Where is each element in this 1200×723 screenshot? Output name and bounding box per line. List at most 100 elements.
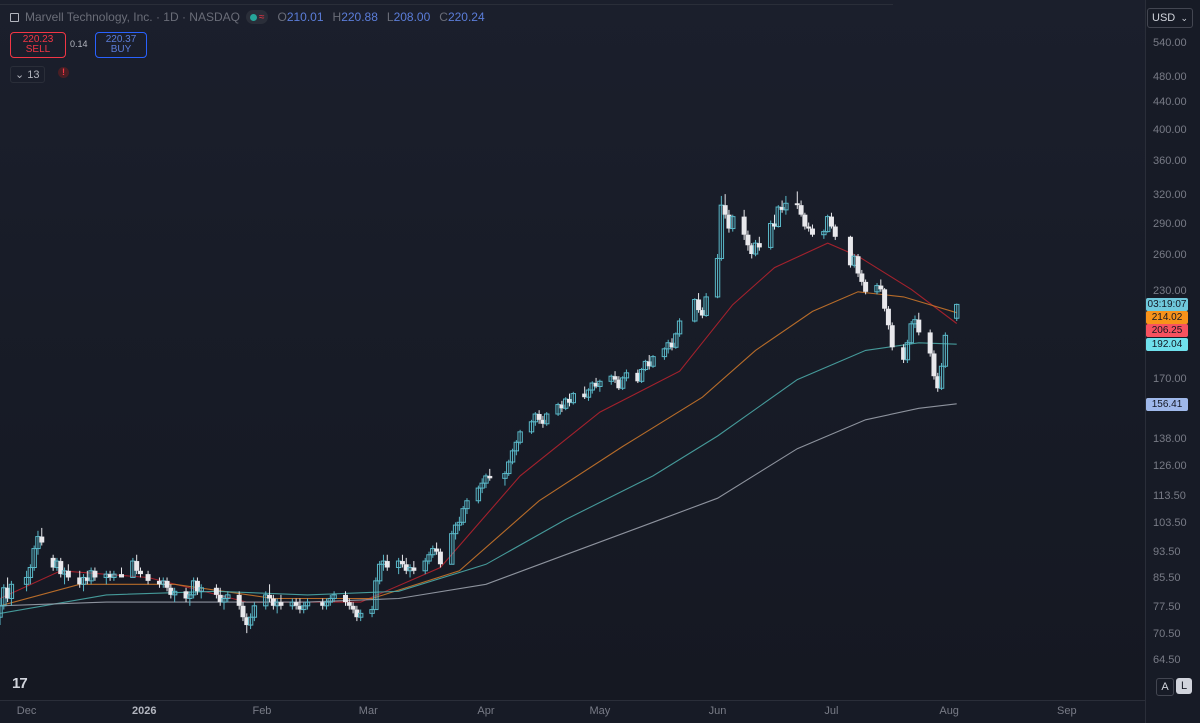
candle-body bbox=[236, 594, 242, 606]
candle-body bbox=[540, 419, 546, 424]
time-tick-label: Dec bbox=[16, 705, 37, 717]
candle-body bbox=[752, 242, 759, 255]
currency-label: USD bbox=[1152, 12, 1176, 24]
candle-body bbox=[885, 308, 891, 326]
candle-body bbox=[187, 594, 193, 599]
candle-body bbox=[50, 557, 56, 568]
candle-body bbox=[134, 561, 140, 571]
candle-body bbox=[92, 570, 98, 578]
candle-body bbox=[938, 365, 945, 389]
buy-button[interactable]: 220.37 BUY bbox=[95, 32, 147, 58]
symbol-title[interactable]: Marvell Technology, Inc. · 1D · NASDAQ bbox=[25, 10, 240, 24]
buy-price: 220.37 bbox=[105, 34, 137, 45]
candle-body bbox=[449, 533, 455, 565]
ohlc-open: O210.01 bbox=[277, 10, 324, 24]
candle-body bbox=[342, 594, 348, 603]
candle-body bbox=[661, 348, 668, 358]
candle-body bbox=[506, 461, 512, 475]
chevron-down-icon: ⌄ bbox=[1180, 12, 1188, 23]
sell-price: 220.23 bbox=[22, 34, 54, 45]
market-open-icon bbox=[249, 13, 257, 21]
candle-body bbox=[464, 500, 470, 510]
candle-body bbox=[942, 334, 949, 367]
candle-body bbox=[502, 473, 508, 479]
candle-body bbox=[528, 421, 535, 433]
candle-body bbox=[107, 574, 113, 578]
warning-icon[interactable]: ! bbox=[58, 67, 69, 78]
price-tick-label: 85.50 bbox=[1153, 572, 1181, 585]
chart-window-icon[interactable] bbox=[10, 12, 19, 22]
candle-body bbox=[745, 234, 751, 246]
candle-body bbox=[31, 548, 37, 569]
price-tick-label: 126.00 bbox=[1153, 459, 1187, 472]
candle-body bbox=[84, 577, 90, 581]
candle-body bbox=[350, 605, 356, 610]
candle-body bbox=[399, 561, 405, 565]
candle-body bbox=[536, 414, 542, 420]
candle-body bbox=[111, 573, 117, 578]
price-axis-label: 214.02 bbox=[1146, 311, 1188, 325]
candle-body bbox=[156, 580, 162, 585]
candle-body bbox=[475, 487, 482, 502]
candle-body bbox=[217, 594, 223, 603]
time-tick-label: May bbox=[589, 705, 611, 717]
candle-body bbox=[422, 560, 428, 572]
candle-body bbox=[35, 536, 41, 550]
candle-body bbox=[859, 273, 865, 282]
candle-body bbox=[331, 594, 337, 599]
candle-body bbox=[798, 205, 804, 215]
candle-body bbox=[699, 310, 705, 316]
price-tick-label: 440.00 bbox=[1153, 96, 1187, 109]
candle-body bbox=[714, 257, 721, 298]
candle-body bbox=[555, 404, 561, 415]
indicators-toggle[interactable]: ⌄ 13 bbox=[10, 66, 45, 83]
candle-body bbox=[589, 382, 595, 391]
candle-body bbox=[772, 223, 778, 227]
price-tick-label: 260.00 bbox=[1153, 249, 1187, 262]
time-tick-label: Jun bbox=[708, 705, 727, 717]
tradingview-logo[interactable]: 17 bbox=[12, 675, 28, 692]
candle-body bbox=[676, 320, 683, 335]
candle-body bbox=[403, 564, 409, 571]
time-tick-label: Aug bbox=[939, 705, 959, 717]
candle-body bbox=[566, 399, 572, 403]
candle-body bbox=[65, 570, 71, 578]
candle-body bbox=[426, 554, 432, 562]
chart-plot-area[interactable] bbox=[0, 0, 1145, 700]
candle-body bbox=[251, 605, 258, 618]
candle-body bbox=[183, 591, 189, 599]
candle-body bbox=[847, 236, 853, 266]
candle-body bbox=[623, 372, 630, 379]
candle-body bbox=[855, 256, 861, 274]
buy-label: BUY bbox=[110, 44, 132, 55]
price-axis-divider bbox=[1145, 0, 1146, 723]
time-axis-divider bbox=[0, 700, 1145, 701]
candle-body bbox=[145, 574, 151, 581]
candle-body bbox=[821, 231, 827, 236]
candle-body bbox=[437, 551, 443, 565]
sell-button[interactable]: 220.23 SELL bbox=[10, 32, 66, 58]
candle-body bbox=[263, 594, 269, 607]
candle-body bbox=[570, 393, 576, 404]
candle-body bbox=[768, 223, 774, 248]
candle-body bbox=[517, 431, 523, 443]
candle-body bbox=[692, 298, 698, 322]
candle-body bbox=[194, 580, 200, 592]
market-status-pill[interactable]: ≈ bbox=[245, 10, 269, 24]
price-chart[interactable] bbox=[0, 0, 1145, 700]
price-axis-label: 206.25 bbox=[1146, 324, 1188, 338]
currency-select[interactable]: USD ⌄ bbox=[1147, 8, 1193, 28]
candle-body bbox=[8, 583, 15, 599]
time-tick-label: Feb bbox=[252, 705, 272, 717]
log-scale-button[interactable]: L bbox=[1176, 678, 1192, 694]
candle-body bbox=[460, 508, 466, 523]
candle-body bbox=[650, 356, 656, 367]
auto-scale-button[interactable]: A bbox=[1156, 678, 1174, 696]
candle-body bbox=[646, 361, 652, 367]
candle-body bbox=[722, 205, 728, 215]
candle-body bbox=[783, 202, 789, 211]
candle-body bbox=[828, 216, 834, 227]
ohlc-high: H220.88 bbox=[332, 10, 378, 24]
candle-body bbox=[278, 602, 284, 606]
ma-line-gray bbox=[0, 403, 957, 607]
